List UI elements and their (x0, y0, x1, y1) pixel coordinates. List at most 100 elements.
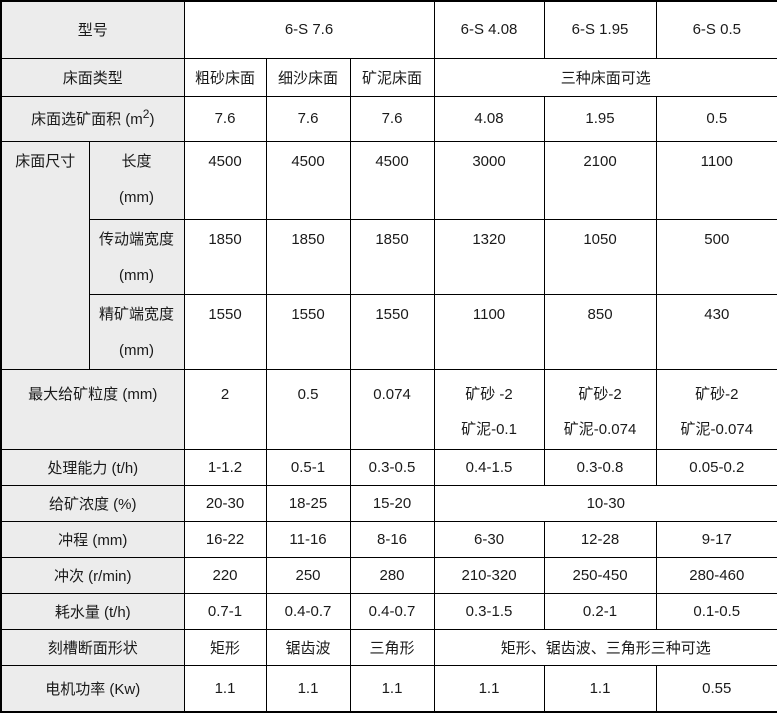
row-label-stroke: 冲程 (mm) (0, 520, 185, 558)
cell: 粗砂床面 (183, 57, 267, 97)
cell: 1.1 (265, 664, 351, 713)
cell-model-76: 6-S 7.6 (183, 0, 435, 59)
label-text: 长度 (121, 152, 152, 170)
table-row-concentrate-end-width: 精矿端宽度 (mm) 1550 1550 1550 1100 850 430 (1, 293, 777, 370)
label-text: 床面选矿面积 (m (31, 111, 143, 128)
cell-model-408: 6-S 4.08 (433, 0, 545, 59)
cell: 0.7-1 (183, 592, 267, 630)
cell-line-sand: 矿砂 -2 (465, 385, 513, 403)
cell: 1320 (433, 218, 545, 295)
cell: 9-17 (655, 520, 777, 558)
cell: 矿砂-2 矿泥-0.074 (655, 368, 777, 450)
cell: 12-28 (543, 520, 657, 558)
cell: 0.5 (265, 368, 351, 450)
cell: 0.55 (655, 664, 777, 713)
table-row-drive-end-width: 传动端宽度 (mm) 1850 1850 1850 1320 1050 500 (1, 218, 777, 295)
cell: 1550 (183, 293, 267, 370)
cell: 15-20 (349, 484, 435, 522)
cell: 0.4-0.7 (265, 592, 351, 630)
cell: 16-22 (183, 520, 267, 558)
row-label-concentrate-end-width: 精矿端宽度 (mm) (88, 293, 185, 370)
cell: 1.1 (543, 664, 657, 713)
cell: 1-1.2 (183, 448, 267, 486)
cell: 矿泥床面 (349, 57, 435, 97)
cell: 250 (265, 556, 351, 594)
cell-line-slime: 矿泥-0.074 (680, 420, 754, 438)
label-text: ) (149, 111, 155, 128)
table-row-stroke: 冲程 (mm) 16-22 11-16 8-16 6-30 12-28 9-17 (0, 520, 777, 558)
cell: 矩形 (183, 628, 267, 666)
table-row-deck-area: 床面选矿面积 (m2) 7.6 7.6 7.6 4.08 1.95 0.5 (0, 95, 777, 142)
cell: 280-460 (655, 556, 777, 594)
table-row-max-feed-size: 最大给矿粒度 (mm) 2 0.5 0.074 矿砂 -2 矿泥-0.1 矿砂-2… (0, 368, 777, 450)
cell: 1050 (543, 218, 657, 295)
cell: 7.6 (265, 95, 351, 142)
row-label-drive-end-width: 传动端宽度 (mm) (88, 218, 185, 295)
cell: 430 (655, 293, 777, 370)
cell: 2 (183, 368, 267, 450)
cell: 1550 (349, 293, 435, 370)
cell: 7.6 (183, 95, 267, 142)
cell: 3000 (433, 140, 545, 220)
cell: 1.95 (543, 95, 657, 142)
cell: 210-320 (433, 556, 545, 594)
label-text: 精矿端宽度 (99, 305, 175, 323)
table-row-feed-density: 给矿浓度 (%) 20-30 18-25 15-20 10-30 (0, 484, 777, 522)
row-label-model: 型号 (0, 0, 185, 59)
table-row-water-consumption: 耗水量 (t/h) 0.7-1 0.4-0.7 0.4-0.7 0.3-1.5 … (0, 592, 777, 630)
table-row-model: 型号 6-S 7.6 6-S 4.08 6-S 1.95 6-S 0.5 (0, 0, 777, 59)
cell: 220 (183, 556, 267, 594)
cell: 11-16 (265, 520, 351, 558)
table-row-stroke-frequency: 冲次 (r/min) 220 250 280 210-320 250-450 2… (0, 556, 777, 594)
label-text: 传动端宽度 (99, 230, 175, 248)
cell-line-sand: 矿砂-2 (578, 385, 622, 403)
cell: 1.1 (349, 664, 435, 713)
table-row-motor-power: 电机功率 (Kw) 1.1 1.1 1.1 1.1 1.1 0.55 (0, 664, 777, 713)
cell-line-slime: 矿泥-0.1 (461, 420, 517, 438)
cell: 0.4-0.7 (349, 592, 435, 630)
cell: 1.1 (433, 664, 545, 713)
cell: 矩形、锯齿波、三角形三种可选 (433, 628, 777, 666)
row-label-max-feed-size: 最大给矿粒度 (mm) (0, 368, 185, 450)
row-label-motor-power: 电机功率 (Kw) (0, 664, 185, 713)
cell: 1100 (655, 140, 777, 220)
row-label-length: 长度 (mm) (88, 140, 185, 220)
row-label-deck-type: 床面类型 (0, 57, 185, 97)
table-row-deck-length: 床面尺寸 长度 (mm) 4500 4500 4500 3000 2100 110… (0, 140, 777, 370)
row-label-stroke-frequency: 冲次 (r/min) (0, 556, 185, 594)
cell: 1550 (265, 293, 351, 370)
cell: 6-30 (433, 520, 545, 558)
label-unit: (mm) (119, 188, 154, 206)
cell: 三种床面可选 (433, 57, 777, 97)
cell: 4500 (349, 140, 435, 220)
cell: 500 (655, 218, 777, 295)
cell: 矿砂-2 矿泥-0.074 (543, 368, 657, 450)
cell: 0.05-0.2 (655, 448, 777, 486)
cell: 0.3-1.5 (433, 592, 545, 630)
cell: 4.08 (433, 95, 545, 142)
cell-model-195: 6-S 1.95 (543, 0, 657, 59)
cell: 2100 (543, 140, 657, 220)
cell: 4500 (265, 140, 351, 220)
cell-line-slime: 矿泥-0.074 (563, 420, 637, 438)
cell: 18-25 (265, 484, 351, 522)
row-group-deck-size: 床面尺寸 (0, 140, 90, 370)
cell: 280 (349, 556, 435, 594)
cell: 0.5 (655, 95, 777, 142)
label-unit: (mm) (119, 341, 154, 359)
cell: 10-30 (433, 484, 777, 522)
label-unit: (mm) (119, 266, 154, 284)
cell: 4500 (183, 140, 267, 220)
cell: 1100 (433, 293, 545, 370)
cell: 0.3-0.8 (543, 448, 657, 486)
row-label-deck-area: 床面选矿面积 (m2) (0, 95, 185, 142)
cell: 细沙床面 (265, 57, 351, 97)
row-label-feed-density: 给矿浓度 (%) (0, 484, 185, 522)
cell: 0.4-1.5 (433, 448, 545, 486)
cell-model-05: 6-S 0.5 (655, 0, 777, 59)
cell: 0.1-0.5 (655, 592, 777, 630)
table-row-capacity: 处理能力 (t/h) 1-1.2 0.5-1 0.3-0.5 0.4-1.5 0… (0, 448, 777, 486)
cell: 7.6 (349, 95, 435, 142)
table-row-deck-type: 床面类型 粗砂床面 细沙床面 矿泥床面 三种床面可选 (0, 57, 777, 97)
